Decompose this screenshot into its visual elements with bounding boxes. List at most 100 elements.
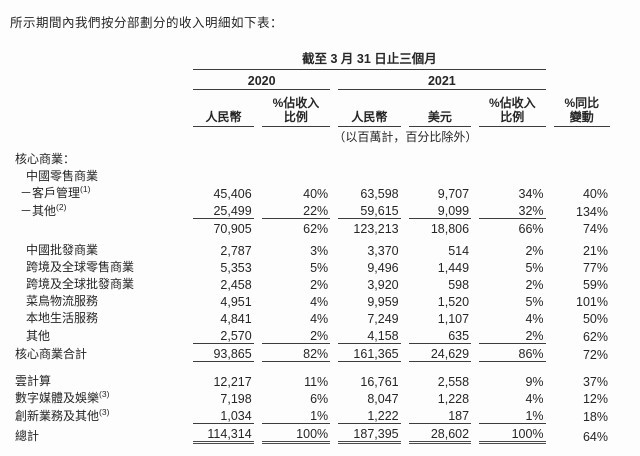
table-row: 跨境及全球批發商業 2,458 2% 3,920 598 2% 59% — [14, 275, 610, 292]
cell-value: 18,806 — [430, 222, 470, 236]
col-header-pct-2020: %佔收入 比例 — [261, 90, 331, 127]
cell-value — [262, 150, 330, 167]
cell-value: 2,458 — [220, 278, 252, 292]
cell-value: 86% — [479, 344, 546, 362]
cell-value: 12,217 — [213, 375, 252, 389]
row-label: －其他(2) — [20, 202, 67, 218]
table-row: 總計 114,314 100% 187,395 28,602 100% 64% — [14, 424, 610, 444]
col-header-rmb-2021: 人民幣 — [338, 90, 401, 127]
cell-value: 134% — [576, 205, 608, 219]
table-row: 核心商業： — [14, 150, 610, 167]
col-header-pct-2021: %佔收入 比例 — [479, 90, 546, 127]
cell-value: 5,353 — [220, 261, 252, 275]
cell-value: 1,222 — [338, 406, 401, 424]
cell-value — [262, 167, 330, 184]
cell-value: 32% — [479, 201, 546, 219]
cell-value: 82% — [261, 344, 331, 362]
cell-value: 24,629 — [408, 344, 472, 362]
cell-value: 70,905 — [213, 222, 252, 236]
cell-value: 9,496 — [367, 261, 399, 275]
table-row: －其他(2) 25,499 22% 59,615 9,099 32% 134% — [14, 201, 610, 219]
cell-value: 1,107 — [437, 312, 470, 326]
row-label: 其他 — [26, 329, 51, 343]
cell-value — [554, 167, 610, 184]
cell-value: 2,787 — [220, 244, 252, 258]
table-row: 其他 2,570 2% 4,158 635 2% 62% — [14, 326, 610, 344]
cell-value: 8,047 — [367, 392, 399, 406]
cell-value: 7,198 — [220, 392, 252, 406]
cell-value: 1% — [479, 406, 546, 424]
cell-value: 9% — [525, 375, 544, 389]
cell-value: 4% — [525, 392, 544, 406]
cell-value: 72% — [582, 348, 608, 362]
cell-value: 12% — [582, 392, 608, 406]
row-label: 核心商業合計 — [15, 347, 88, 361]
row-label: 跨境及全球批發商業 — [26, 277, 135, 291]
cell-value: 4,158 — [338, 326, 401, 344]
table-row: 核心商業合計 93,865 82% 161,365 24,629 86% 72% — [14, 344, 610, 362]
footnote-reference: (1) — [80, 184, 91, 194]
col-header-yoy: %同比 變動 — [553, 90, 610, 127]
cell-value: 101% — [576, 295, 608, 309]
cell-value — [338, 150, 400, 167]
cell-value: 1,228 — [437, 392, 470, 406]
cell-value: 25,499 — [193, 201, 254, 219]
row-label: 核心商業： — [15, 152, 76, 166]
cell-value — [338, 167, 400, 184]
cell-value: 62% — [582, 330, 608, 344]
cell-value: 9,707 — [437, 187, 470, 201]
cell-value: 1,449 — [437, 261, 470, 275]
spacer-row — [14, 362, 610, 372]
cell-value — [409, 150, 471, 167]
cell-value: 2% — [479, 326, 546, 344]
table-row: 中國零售商業 — [14, 167, 610, 184]
cell-value: 4,841 — [220, 312, 252, 326]
cell-value: 635 — [408, 326, 472, 344]
cell-value — [193, 150, 253, 167]
cell-value: 63,598 — [360, 187, 399, 201]
cell-value: 2% — [261, 326, 331, 344]
spacer-cell — [14, 362, 610, 372]
cell-value: 22% — [261, 201, 331, 219]
cell-value: 187,395 — [338, 424, 401, 444]
col-header-usd-2021: 美元 — [408, 90, 472, 127]
row-label: 中國零售商業 — [26, 169, 99, 183]
cell-value: 18% — [582, 410, 608, 424]
table-row: 數字媒體及娛樂(3) 7,198 6% 8,047 1,228 4% 12% — [14, 389, 610, 406]
footnote-reference: (3) — [99, 407, 110, 417]
cell-value: 16,761 — [360, 375, 399, 389]
cell-value: 64% — [582, 430, 608, 444]
row-label: 數字媒體及娛樂(3) — [15, 389, 110, 405]
cell-value: 4,951 — [220, 295, 252, 309]
row-label: 本地生活服務 — [26, 311, 99, 325]
empty-cell — [554, 127, 610, 150]
table-row: 中國批發商業 2,787 3% 3,370 514 2% 21% — [14, 241, 610, 258]
cell-value: 100% — [479, 424, 546, 444]
table-row: 70,905 62% 123,213 18,806 66% 74% — [14, 219, 610, 236]
cell-value: 59,615 — [338, 201, 401, 219]
cell-value: 3,370 — [367, 244, 399, 258]
cell-value — [554, 150, 610, 167]
col-header-rmb-2020: 人民幣 — [193, 90, 254, 127]
empty-cell — [554, 48, 610, 70]
row-label: 中國批發商業 — [26, 243, 99, 257]
cell-value: 28,602 — [408, 424, 472, 444]
cell-value: 5% — [525, 261, 544, 275]
table-header: 截至 3 月 31 日止三個月 2020 2021 人民幣 %佔收入 比例 人民… — [14, 48, 610, 150]
row-label: 總計 — [15, 429, 40, 443]
cell-value: 7,249 — [367, 312, 399, 326]
cell-value: 2% — [310, 278, 329, 292]
cell-value: 21% — [582, 244, 608, 258]
cell-value — [193, 167, 253, 184]
cell-value: 59% — [582, 278, 608, 292]
cell-value: 6% — [310, 392, 329, 406]
cell-value: 2% — [525, 244, 544, 258]
table-row: 創新業務及其他(3) 1,034 1% 1,222 187 1% 18% — [14, 406, 610, 424]
cell-value: 114,314 — [193, 424, 254, 444]
cell-value: 66% — [518, 222, 544, 236]
cell-value: 1,034 — [193, 406, 254, 424]
cell-value: 93,865 — [193, 344, 254, 362]
revenue-table: 截至 3 月 31 日止三個月 2020 2021 人民幣 %佔收入 比例 人民… — [6, 48, 618, 444]
cell-value: 1,520 — [437, 295, 470, 309]
